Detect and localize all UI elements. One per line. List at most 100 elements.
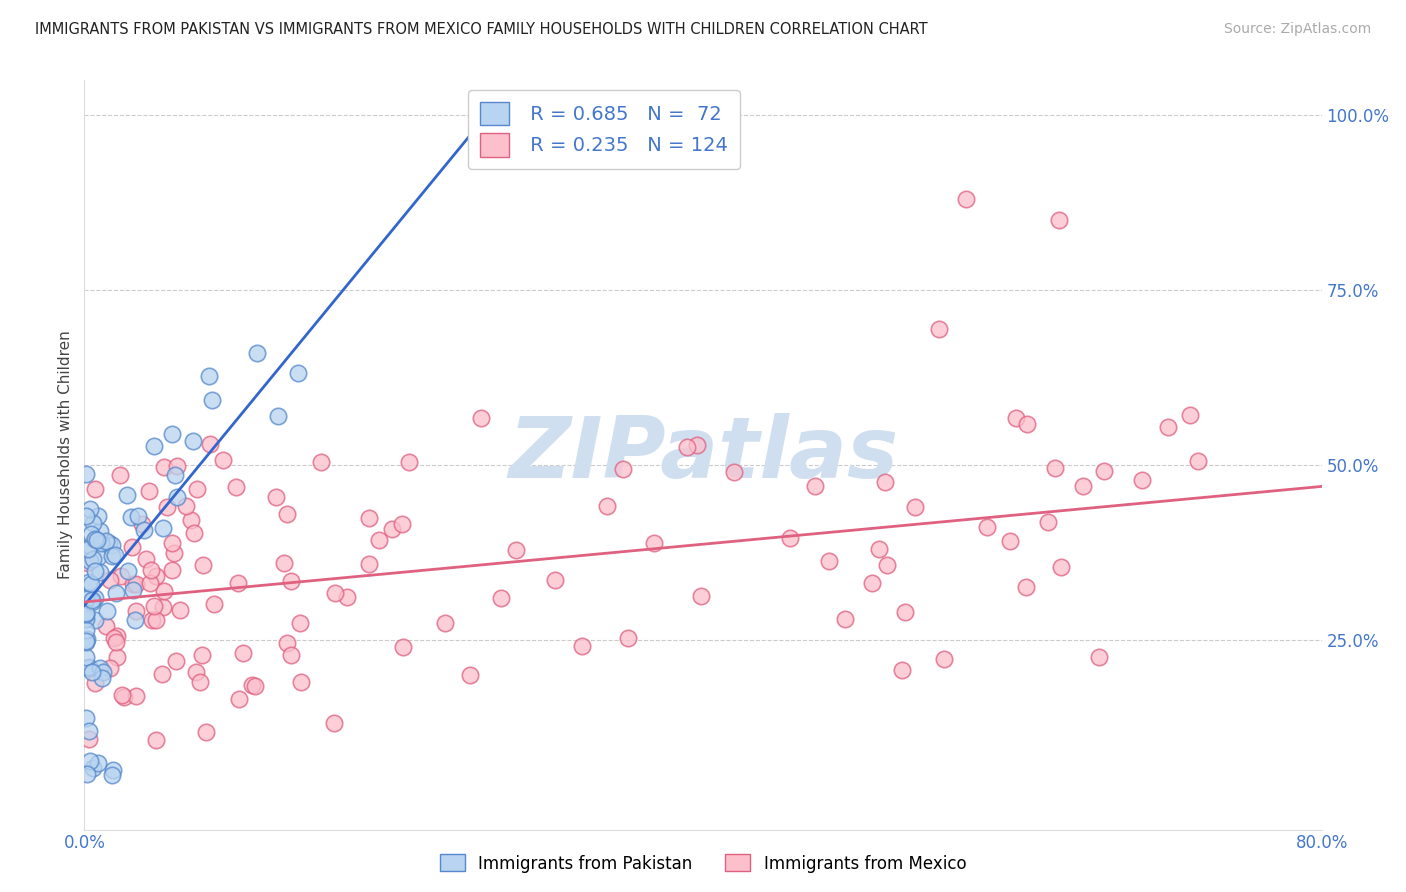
Point bbox=[876, 558, 898, 573]
Point bbox=[103, 763, 125, 777]
Point bbox=[87, 550, 110, 565]
Point bbox=[612, 462, 634, 476]
Point bbox=[104, 549, 127, 563]
Point bbox=[1050, 560, 1073, 574]
Point bbox=[617, 631, 640, 645]
Point bbox=[121, 577, 143, 591]
Point bbox=[240, 678, 263, 692]
Point bbox=[267, 409, 290, 424]
Point bbox=[111, 689, 134, 703]
Point bbox=[191, 558, 214, 572]
Point bbox=[77, 724, 100, 739]
Point bbox=[75, 635, 97, 649]
Point bbox=[184, 665, 207, 679]
Point bbox=[141, 613, 163, 627]
Point bbox=[96, 619, 118, 633]
Text: ZIPatlas: ZIPatlas bbox=[508, 413, 898, 497]
Point bbox=[134, 524, 156, 538]
Point bbox=[212, 453, 235, 467]
Point bbox=[80, 576, 103, 591]
Point bbox=[86, 533, 108, 547]
Point bbox=[690, 589, 713, 603]
Point bbox=[152, 584, 174, 599]
Point bbox=[77, 731, 100, 746]
Point bbox=[166, 458, 188, 473]
Point bbox=[103, 632, 125, 646]
Point bbox=[1178, 409, 1201, 423]
Point bbox=[138, 483, 160, 498]
Point bbox=[893, 605, 915, 619]
Point bbox=[96, 604, 118, 618]
Point bbox=[280, 574, 302, 588]
Point bbox=[80, 526, 103, 541]
Point bbox=[489, 591, 512, 606]
Point bbox=[117, 564, 139, 578]
Point bbox=[1043, 460, 1066, 475]
Point bbox=[77, 541, 100, 556]
Point bbox=[198, 437, 221, 451]
Point bbox=[145, 613, 167, 627]
Point bbox=[75, 649, 97, 664]
Point bbox=[643, 535, 665, 549]
Point bbox=[368, 533, 391, 548]
Point bbox=[82, 516, 104, 531]
Point bbox=[228, 691, 250, 706]
Point bbox=[114, 690, 136, 705]
Point bbox=[1071, 479, 1094, 493]
Point bbox=[676, 440, 699, 454]
Point bbox=[115, 488, 138, 502]
Point bbox=[124, 613, 146, 627]
Point bbox=[75, 591, 97, 606]
Point bbox=[357, 557, 380, 571]
Point bbox=[198, 368, 221, 383]
Point bbox=[90, 535, 112, 549]
Point bbox=[336, 590, 359, 604]
Point bbox=[191, 648, 214, 662]
Point bbox=[98, 536, 121, 550]
Point bbox=[868, 542, 890, 557]
Point bbox=[145, 732, 167, 747]
Point bbox=[160, 563, 183, 577]
Point bbox=[152, 600, 174, 615]
Point bbox=[1187, 454, 1209, 468]
Text: IMMIGRANTS FROM PAKISTAN VS IMMIGRANTS FROM MEXICO FAMILY HOUSEHOLDS WITH CHILDR: IMMIGRANTS FROM PAKISTAN VS IMMIGRANTS F… bbox=[35, 22, 928, 37]
Point bbox=[190, 675, 212, 690]
Point bbox=[76, 767, 98, 781]
Point bbox=[280, 648, 302, 663]
Point bbox=[391, 517, 413, 532]
Point bbox=[77, 575, 100, 590]
Point bbox=[434, 616, 457, 631]
Point bbox=[904, 500, 927, 514]
Point bbox=[176, 499, 198, 513]
Point bbox=[98, 573, 121, 587]
Point bbox=[93, 665, 115, 679]
Point bbox=[131, 516, 153, 531]
Point bbox=[544, 573, 567, 587]
Text: Source: ZipAtlas.com: Source: ZipAtlas.com bbox=[1223, 22, 1371, 37]
Point bbox=[165, 654, 187, 668]
Point bbox=[723, 465, 745, 479]
Point bbox=[201, 393, 224, 408]
Point bbox=[135, 552, 157, 566]
Point bbox=[243, 679, 266, 693]
Point bbox=[125, 689, 148, 703]
Point bbox=[145, 568, 167, 582]
Point bbox=[1130, 473, 1153, 487]
Point bbox=[143, 439, 166, 453]
Point bbox=[76, 660, 98, 674]
Point bbox=[80, 595, 103, 609]
Point bbox=[381, 522, 404, 536]
Point bbox=[162, 536, 184, 550]
Point bbox=[79, 501, 101, 516]
Point bbox=[87, 756, 110, 770]
Point bbox=[202, 597, 225, 611]
Point bbox=[290, 674, 312, 689]
Point bbox=[1088, 649, 1111, 664]
Point bbox=[169, 603, 191, 617]
Point bbox=[153, 460, 176, 475]
Point bbox=[834, 612, 856, 626]
Point bbox=[83, 613, 105, 627]
Point bbox=[264, 490, 287, 504]
Point bbox=[686, 438, 709, 452]
Point bbox=[83, 591, 105, 605]
